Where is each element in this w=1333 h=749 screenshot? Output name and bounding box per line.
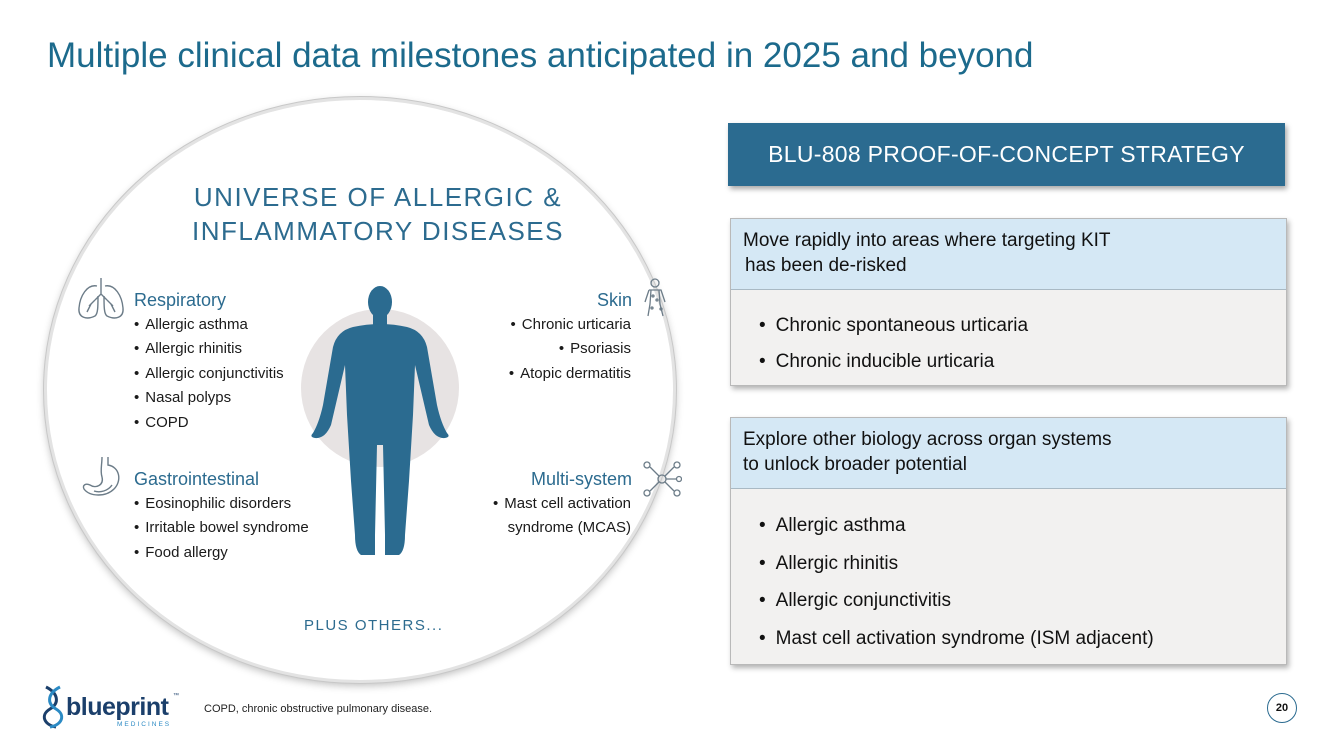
panel-list: Chronic spontaneous urticaria Chronic in… xyxy=(731,290,1286,380)
list-item: Allergic conjunctivitis xyxy=(134,362,283,386)
skin-figure-icon xyxy=(644,278,666,317)
universe-heading-line2: INFLAMMATORY DISEASES xyxy=(191,216,564,246)
universe-heading-line1: UNIVERSE OF ALLERGIC & xyxy=(193,182,563,212)
stomach-icon xyxy=(82,456,120,496)
list-item: Nasal polyps xyxy=(134,386,284,410)
category-respiratory: Respiratory xyxy=(134,290,227,310)
logo-trademark: ™ xyxy=(173,693,179,699)
list-item: Psoriasis xyxy=(470,337,631,361)
slide-title: Multiple clinical data milestones antici… xyxy=(47,36,1034,75)
panel-heading: Explore other biology across organ syste… xyxy=(731,418,1286,489)
panel-list: Allergic asthma Allergic rhinitis Allerg… xyxy=(731,489,1286,657)
panel-heading: Move rapidly into areas where targeting … xyxy=(731,219,1286,290)
footnote: COPD, chronic obstructive pulmonary dise… xyxy=(204,703,433,715)
universe-heading: UNIVERSE OF ALLERGIC & INFLAMMATORY DISE… xyxy=(140,180,616,248)
list-item: Allergic rhinitis xyxy=(759,545,1286,583)
logo-subtitle: MEDICINES xyxy=(117,721,172,728)
list-item: Allergic rhinitis xyxy=(134,337,284,361)
list-item: Atopic dermatitis xyxy=(470,362,631,386)
category-multisystem: Multi-system xyxy=(530,469,632,489)
plus-others: PLUS OTHERS... xyxy=(304,617,444,634)
multisystem-list: Mast cell activation syndrome (MCAS) xyxy=(440,492,631,541)
page-number: 20 xyxy=(1267,693,1297,723)
lungs-icon xyxy=(78,278,124,319)
logo-wordmark: blueprint xyxy=(66,693,169,721)
list-item: Allergic asthma xyxy=(759,507,1286,545)
gastrointestinal-list: Eosinophilic disorders Irritable bowel s… xyxy=(134,492,309,565)
list-item: Food allergy xyxy=(134,541,309,565)
list-item-continuation: syndrome (MCAS) xyxy=(507,519,631,537)
list-item: COPD xyxy=(134,411,284,435)
list-item: Mast cell activation xyxy=(440,492,631,516)
blueprint-logo-icon xyxy=(42,685,64,729)
category-skin: Skin xyxy=(596,290,632,310)
list-item: Chronic urticaria xyxy=(470,313,631,337)
list-item: Allergic conjunctivitis xyxy=(759,582,1286,620)
panel-heading-line2: to unlock broader potential xyxy=(743,454,967,475)
strategy-panel-1: Move rapidly into areas where targeting … xyxy=(730,218,1287,386)
strategy-panel-2: Explore other biology across organ syste… xyxy=(730,417,1287,665)
strategy-header: BLU-808 PROOF-OF-CONCEPT STRATEGY xyxy=(728,123,1285,186)
list-item: Irritable bowel syndrome xyxy=(134,516,308,540)
panel-heading-line1: Move rapidly into areas where targeting … xyxy=(743,230,1111,251)
network-icon xyxy=(643,461,682,497)
list-item: Chronic spontaneous urticaria xyxy=(759,308,1286,344)
panel-heading-line1: Explore other biology across organ syste… xyxy=(743,429,1112,450)
list-item: Allergic asthma xyxy=(134,313,284,337)
human-figure-icon xyxy=(311,286,449,555)
list-item: Chronic inducible urticaria xyxy=(759,344,1286,380)
list-item: Eosinophilic disorders xyxy=(134,492,309,516)
category-gastrointestinal: Gastrointestinal xyxy=(134,469,260,489)
panel-heading-line2: has been de-risked xyxy=(745,255,907,276)
skin-list: Chronic urticaria Psoriasis Atopic derma… xyxy=(470,313,631,386)
respiratory-list: Allergic asthma Allergic rhinitis Allerg… xyxy=(134,313,284,435)
list-item: Mast cell activation syndrome (ISM adjac… xyxy=(759,620,1286,658)
